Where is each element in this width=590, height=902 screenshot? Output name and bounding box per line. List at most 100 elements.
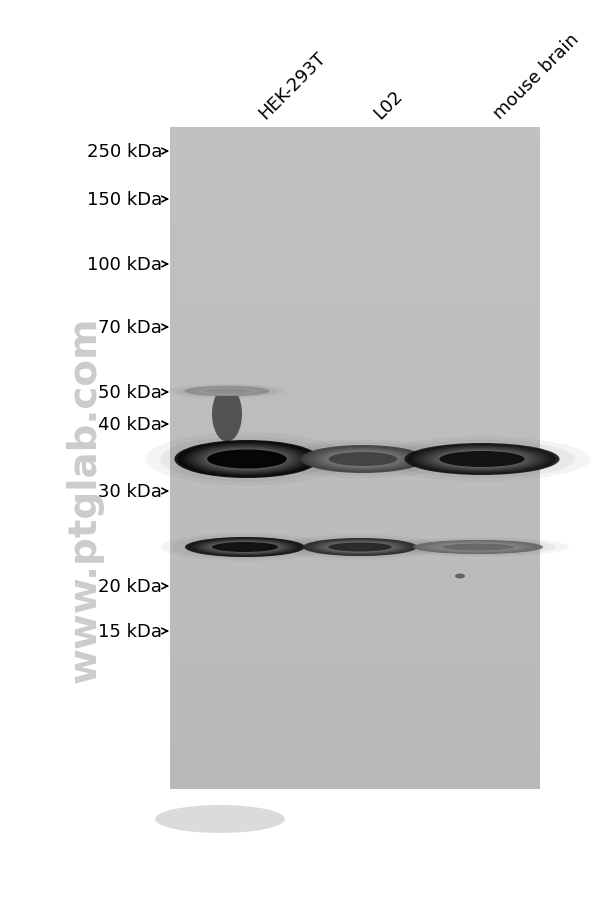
Ellipse shape (351, 456, 375, 462)
Bar (170, 734, 540, 745)
Ellipse shape (173, 536, 317, 559)
Ellipse shape (185, 387, 270, 397)
Text: 40 kDa: 40 kDa (98, 416, 162, 434)
Ellipse shape (457, 545, 499, 549)
Bar (170, 272, 540, 282)
Bar (170, 635, 540, 646)
Ellipse shape (288, 443, 438, 476)
Ellipse shape (211, 541, 280, 553)
Ellipse shape (446, 544, 510, 551)
Ellipse shape (444, 452, 520, 467)
Ellipse shape (416, 540, 540, 554)
Text: mouse brain: mouse brain (490, 31, 582, 123)
Bar (170, 249, 540, 260)
Ellipse shape (413, 540, 543, 555)
Ellipse shape (185, 538, 305, 557)
Text: 250 kDa: 250 kDa (87, 143, 162, 161)
Ellipse shape (389, 440, 575, 479)
Ellipse shape (424, 447, 540, 472)
Ellipse shape (227, 455, 267, 465)
Ellipse shape (340, 455, 386, 465)
Ellipse shape (441, 543, 516, 551)
Bar (170, 437, 540, 447)
Ellipse shape (332, 543, 388, 552)
Ellipse shape (451, 453, 513, 466)
Ellipse shape (418, 541, 537, 554)
Ellipse shape (305, 538, 415, 556)
Bar (170, 216, 540, 227)
Ellipse shape (424, 541, 532, 553)
Ellipse shape (210, 390, 244, 393)
Ellipse shape (441, 451, 523, 468)
Text: 100 kDa: 100 kDa (87, 255, 162, 273)
Ellipse shape (193, 446, 301, 474)
Text: 20 kDa: 20 kDa (98, 577, 162, 595)
Ellipse shape (414, 446, 550, 474)
Ellipse shape (221, 453, 273, 466)
Bar (170, 513, 540, 525)
Ellipse shape (306, 446, 420, 473)
Ellipse shape (212, 390, 242, 393)
Ellipse shape (195, 388, 258, 395)
Ellipse shape (460, 546, 496, 549)
Bar (170, 458, 540, 470)
Bar (170, 426, 540, 437)
Ellipse shape (411, 445, 553, 474)
Text: L02: L02 (370, 87, 406, 123)
Text: 15 kDa: 15 kDa (98, 622, 162, 640)
Ellipse shape (185, 538, 305, 557)
Ellipse shape (186, 387, 268, 396)
Ellipse shape (440, 452, 525, 467)
Bar (170, 348, 540, 359)
Bar (170, 282, 540, 293)
Ellipse shape (421, 541, 535, 554)
Ellipse shape (434, 449, 530, 469)
Ellipse shape (438, 543, 518, 552)
Bar (170, 525, 540, 536)
Bar (170, 481, 540, 492)
Bar (170, 260, 540, 272)
Bar (170, 591, 540, 602)
Bar (170, 183, 540, 194)
Ellipse shape (212, 542, 278, 552)
Bar (170, 745, 540, 756)
Ellipse shape (231, 545, 259, 549)
Ellipse shape (160, 437, 334, 483)
Ellipse shape (464, 456, 500, 464)
Text: 50 kDa: 50 kDa (98, 383, 162, 401)
Bar (170, 194, 540, 205)
Bar (170, 304, 540, 315)
Ellipse shape (332, 453, 394, 466)
Ellipse shape (346, 546, 373, 549)
Ellipse shape (168, 384, 287, 399)
Ellipse shape (175, 440, 320, 478)
Ellipse shape (311, 448, 415, 471)
Bar (170, 382, 540, 392)
Bar (170, 128, 540, 789)
Ellipse shape (432, 542, 524, 552)
Ellipse shape (408, 444, 556, 474)
Bar (170, 536, 540, 547)
Ellipse shape (205, 448, 289, 471)
Bar (170, 337, 540, 348)
Ellipse shape (161, 533, 329, 561)
Ellipse shape (190, 387, 264, 396)
Ellipse shape (348, 456, 378, 463)
Bar (170, 602, 540, 612)
Ellipse shape (457, 455, 507, 465)
Ellipse shape (324, 542, 395, 553)
Bar (170, 315, 540, 327)
Ellipse shape (329, 543, 391, 552)
Ellipse shape (322, 450, 404, 469)
Bar (170, 492, 540, 502)
Text: www.ptglab.com: www.ptglab.com (66, 317, 104, 683)
Ellipse shape (303, 446, 423, 473)
Ellipse shape (215, 391, 239, 393)
Ellipse shape (214, 390, 241, 393)
Bar (170, 612, 540, 624)
Bar (170, 568, 540, 580)
Ellipse shape (188, 538, 303, 557)
Ellipse shape (218, 452, 276, 467)
Ellipse shape (194, 388, 260, 395)
Bar (170, 502, 540, 513)
